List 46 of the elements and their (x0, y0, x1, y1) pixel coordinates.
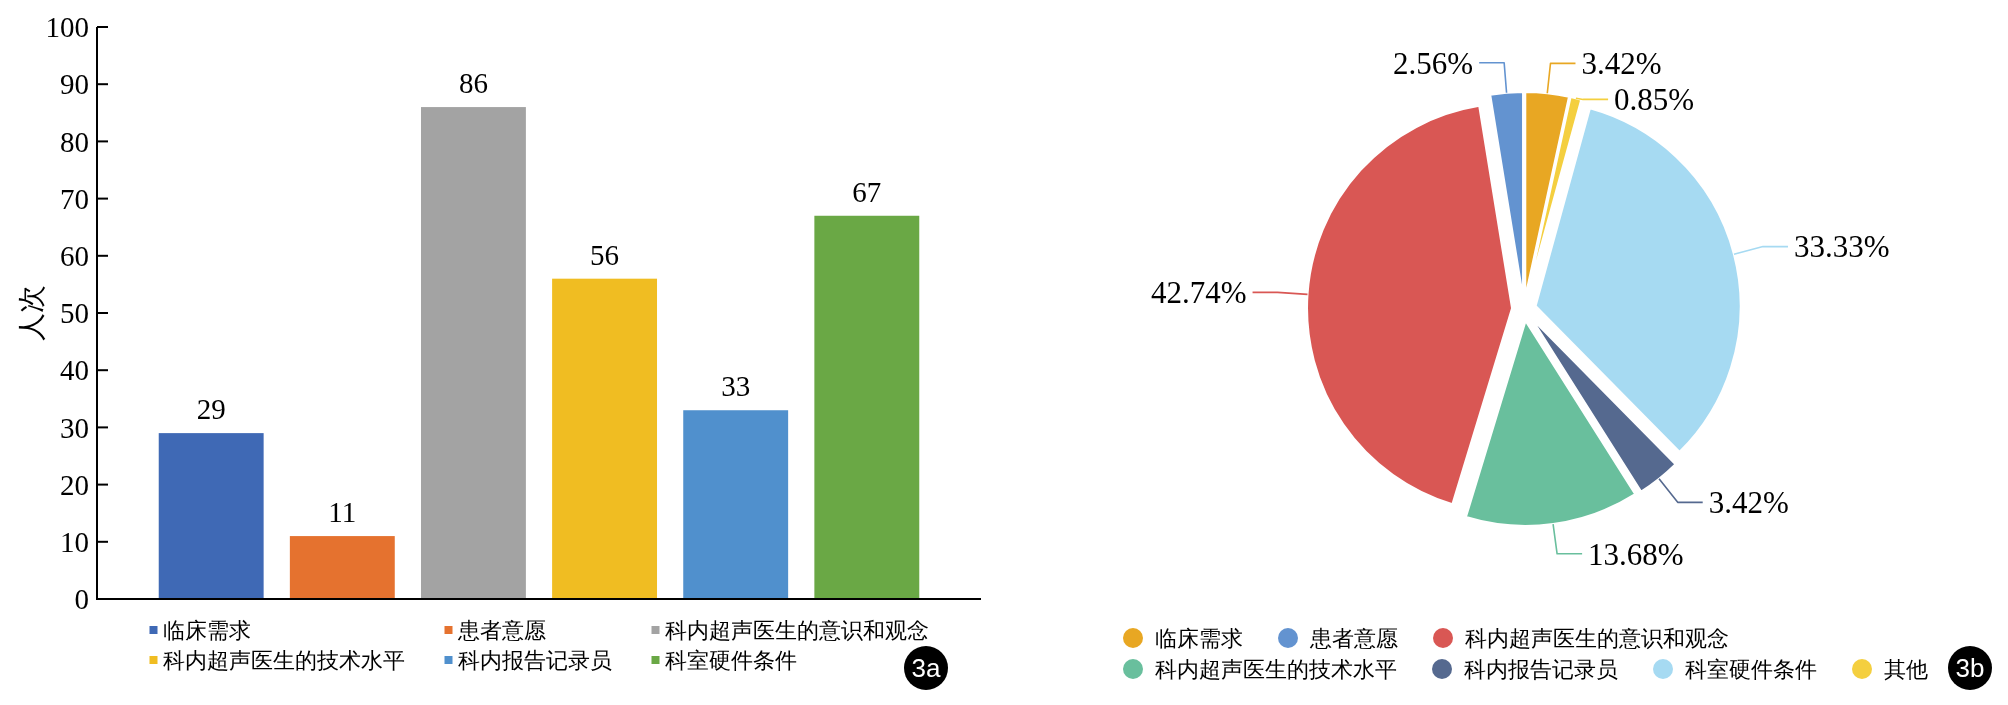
legend-label: 科室硬件条件 (664, 647, 797, 673)
y-tick-label: 80 (60, 125, 89, 158)
legend-label: 其他 (1884, 656, 1928, 682)
data-label: 3.42% (1581, 46, 1662, 82)
y-tick-label: 50 (60, 297, 89, 330)
legend-label: 科内超声医生的意识和观念 (664, 617, 929, 643)
data-label: 56 (590, 238, 620, 271)
y-tick-label: 30 (60, 411, 89, 444)
legend-label: 科室硬件条件 (1685, 656, 1817, 682)
y-tick-label: 10 (60, 525, 89, 558)
bar (158, 433, 264, 599)
legend-label: 患者意愿 (456, 617, 546, 643)
legend-label: 患者意愿 (1309, 625, 1398, 651)
text: 3a (911, 653, 941, 684)
data-label: 86 (458, 67, 488, 100)
bar (683, 410, 789, 599)
data-label: 29 (196, 393, 226, 426)
bar (814, 215, 920, 599)
data-label: 2.56% (1393, 45, 1474, 81)
data-label: 13.68% (1588, 536, 1684, 572)
data-label: 33 (721, 370, 751, 403)
data-label: 67 (852, 175, 882, 208)
data-label: 3.42% (1708, 485, 1789, 521)
legend-label: 科内超声医生的技术水平 (162, 647, 405, 673)
data-label: 33.33% (1793, 229, 1890, 265)
bar (552, 278, 658, 599)
data-label: 0.85% (1614, 82, 1695, 118)
y-axis-title: 人次 (15, 285, 47, 341)
y-tick-label: 70 (60, 182, 89, 215)
legend-label: 科内报告记录员 (457, 647, 612, 673)
y-tick-label: 20 (60, 468, 89, 501)
data-label: 42.74% (1150, 275, 1247, 311)
y-tick-label: 60 (60, 239, 89, 272)
y-tick-label: 0 (74, 583, 89, 616)
y-tick-label: 90 (60, 68, 89, 101)
y-tick-label: 40 (60, 354, 89, 387)
y-tick-label: 100 (45, 11, 89, 44)
legend-label: 科内超声医生的意识和观念 (1465, 625, 1729, 651)
legend-label: 临床需求 (162, 617, 251, 643)
bar (420, 107, 526, 599)
legend-label: 科内报告记录员 (1464, 656, 1618, 682)
data-label: 11 (328, 496, 357, 529)
legend-label: 临床需求 (1155, 625, 1243, 651)
text: 3b (1955, 653, 1985, 684)
legend-label: 科内超声医生的技术水平 (1155, 656, 1397, 682)
bar (289, 536, 395, 599)
